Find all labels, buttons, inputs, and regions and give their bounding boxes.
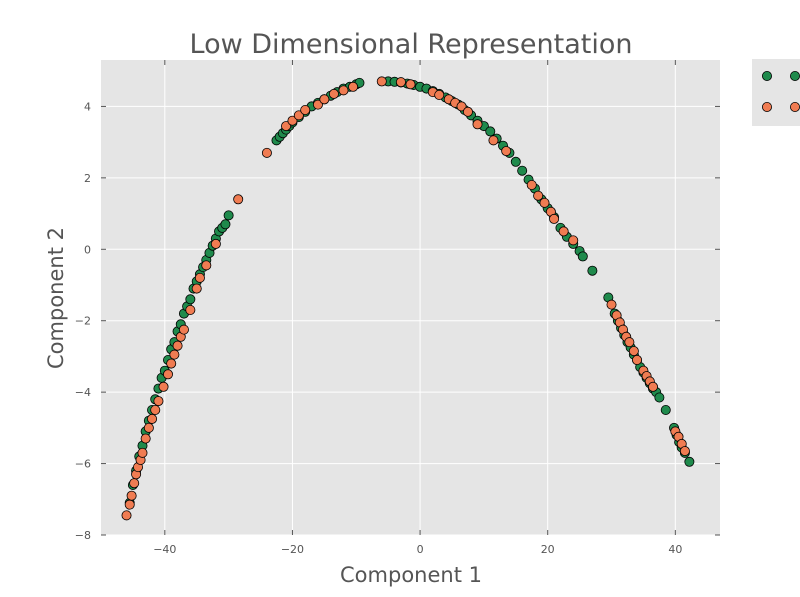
point-series-b [472,119,483,130]
point-series-a [510,156,521,167]
point-series-b [191,283,202,294]
y-axis-label: Component 2 [44,227,68,369]
point-series-b [647,381,658,392]
point-series-b [628,346,639,357]
point-series-b [143,422,154,433]
point-series-b [462,106,473,117]
point-series-b [338,85,349,96]
point-series-b [293,110,304,121]
point-series-b [456,101,467,112]
y-tick-label: −6 [75,458,91,471]
point-series-b [624,337,635,348]
point-series-a [517,165,528,176]
point-series-a [684,456,695,467]
point-series-b [549,213,560,224]
legend-marker-series-b-2 [790,102,800,112]
chart-title: Low Dimensional Representation [190,29,633,60]
point-series-b [163,369,174,380]
point-series-b [376,76,387,87]
point-series-b [632,354,643,365]
point-series-b [287,115,298,126]
point-series-b [194,272,205,283]
point-series-b [137,447,148,458]
data-points [121,76,695,521]
y-tick-label: 2 [84,172,91,185]
point-series-b [126,490,137,501]
point-series-b [147,413,158,424]
x-tick-label: 40 [668,543,682,556]
point-series-b [153,396,164,407]
point-series-b [150,404,161,415]
legend-marker-series-b [762,102,773,113]
point-series-b [539,197,550,208]
point-series-b [312,99,323,110]
point-series-b [129,478,140,489]
point-series-b [124,499,135,510]
legend-marker-series-a [762,71,773,82]
point-series-b [434,90,445,101]
point-series-b [201,260,212,271]
point-series-b [178,324,189,335]
point-series-b [300,105,311,116]
point-series-b [405,79,416,90]
point-series-b [348,81,359,92]
point-series-b [533,190,544,201]
x-tick-label: 0 [417,543,424,556]
point-series-a [223,210,234,221]
point-series-b [568,235,579,246]
x-tick-label: −20 [281,543,304,556]
point-series-b [140,433,151,444]
y-tick-label: −4 [75,386,91,399]
grid-lines [101,60,720,536]
y-tick-label: −2 [75,315,91,328]
legend [752,59,800,126]
point-series-b [210,238,221,249]
point-series-b [172,340,183,351]
point-series-b [488,135,499,146]
point-series-b [501,146,512,157]
point-series-b [606,299,617,310]
point-series-a [577,251,588,262]
point-series-b [679,446,690,457]
point-series-b [328,88,339,99]
point-series-a [587,265,598,276]
y-tick-label: 4 [84,100,91,113]
point-series-b [261,147,272,158]
y-tick-label: 0 [84,243,91,256]
point-series-b [185,304,196,315]
point-series-b [169,349,180,360]
point-series-b [121,510,132,521]
point-series-a [185,294,196,305]
point-series-b [395,77,406,88]
point-series-b [319,94,330,105]
y-tick-label: −8 [75,529,91,542]
x-tick-label: −40 [153,543,176,556]
legend-box [752,59,800,126]
x-axis-label: Component 1 [340,563,482,587]
point-series-a [220,219,231,230]
point-series-b [558,226,569,237]
point-series-b [158,381,169,392]
point-series-b [526,179,537,190]
legend-marker-series-a-2 [790,71,800,81]
point-series-b [166,358,177,369]
point-series-a [654,392,665,403]
plot-area [101,60,720,535]
point-series-b [233,194,244,205]
point-series-a [485,126,496,137]
point-series-b [281,121,292,132]
x-tick-label: 20 [541,543,555,556]
point-series-a [660,404,671,415]
